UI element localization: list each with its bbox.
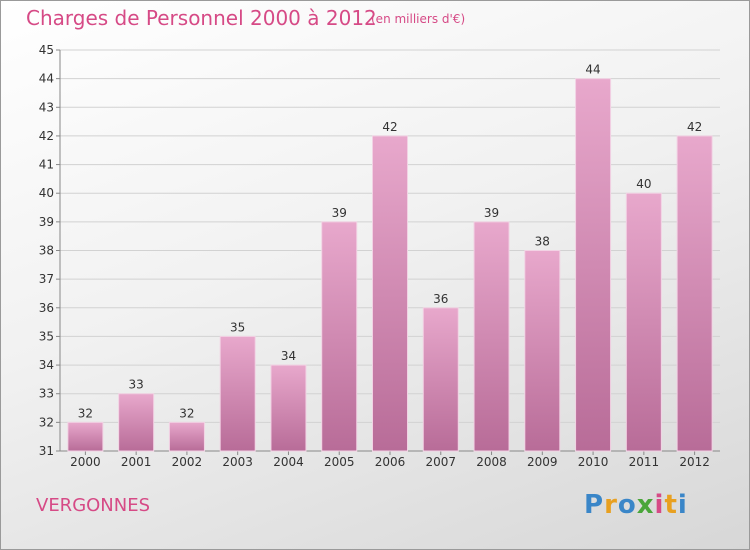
data-label: 42 (382, 120, 397, 134)
chart-title: Charges de Personnel 2000 à 2012 (26, 6, 377, 30)
y-tick-label: 35 (39, 329, 54, 343)
logo-letter: P (584, 490, 605, 520)
y-tick-label: 41 (39, 158, 54, 172)
data-label: 34 (281, 349, 296, 363)
x-tick-label: 2002 (172, 455, 203, 469)
x-tick-label: 2009 (527, 455, 558, 469)
bar (168, 421, 205, 452)
x-tick-label: 2007 (425, 455, 456, 469)
bar (118, 393, 155, 452)
bar (676, 135, 713, 452)
chart-subtitle: (en milliers d'€) (371, 12, 466, 26)
y-tick-label: 43 (39, 100, 54, 114)
label-layer: 31 32 33 34 35 36 37 38 39 40 41 42 43 44 45 32 2000 33 20… (39, 43, 710, 469)
y-tick-label: 32 (39, 415, 54, 429)
logo-letter: i (677, 490, 688, 520)
bar-layer (67, 78, 713, 452)
data-label: 40 (636, 177, 651, 191)
x-tick-label: 2010 (578, 455, 609, 469)
bar (575, 78, 612, 452)
y-tick-label: 31 (39, 444, 54, 458)
data-label: 39 (332, 206, 347, 220)
y-tick-label: 45 (39, 43, 54, 57)
y-tick-label: 38 (39, 244, 54, 258)
x-tick-label: 2012 (679, 455, 710, 469)
data-label: 32 (78, 406, 93, 420)
data-label: 38 (535, 235, 550, 249)
logo-letter: o (617, 490, 637, 520)
data-label: 32 (179, 406, 194, 420)
y-tick-label: 42 (39, 129, 54, 143)
bar (524, 250, 561, 452)
x-tick-label: 2004 (273, 455, 304, 469)
logo-letter: x (636, 490, 655, 520)
bar (625, 192, 662, 452)
y-tick-label: 37 (39, 272, 54, 286)
bar (422, 307, 459, 452)
commune-name: VERGONNES (36, 495, 151, 516)
bar (270, 364, 307, 452)
data-label: 42 (687, 120, 702, 134)
bar (67, 421, 104, 452)
data-label: 36 (433, 292, 448, 306)
logo-letter: i (654, 490, 665, 520)
data-label: 33 (129, 378, 144, 392)
y-tick-label: 36 (39, 301, 54, 315)
data-label: 35 (230, 320, 245, 334)
x-tick-label: 2011 (629, 455, 660, 469)
y-tick-label: 33 (39, 387, 54, 401)
y-tick-label: 39 (39, 215, 54, 229)
proxiti-logo: Proxiti (584, 490, 688, 520)
x-tick-label: 2008 (476, 455, 507, 469)
x-tick-label: 2005 (324, 455, 355, 469)
bar (473, 221, 510, 452)
y-tick-label: 40 (39, 186, 54, 200)
x-tick-label: 2000 (70, 455, 101, 469)
bar (219, 335, 256, 452)
x-tick-label: 2003 (222, 455, 253, 469)
data-label: 44 (585, 63, 600, 77)
bar (372, 135, 408, 452)
x-tick-label: 2006 (375, 455, 406, 469)
x-tick-label: 2001 (121, 455, 152, 469)
data-label: 39 (484, 206, 499, 220)
logo-letter: t (664, 490, 678, 520)
y-tick-label: 34 (39, 358, 54, 372)
bar (321, 221, 358, 452)
logo-letter: r (604, 490, 618, 520)
y-tick-label: 44 (39, 72, 54, 86)
